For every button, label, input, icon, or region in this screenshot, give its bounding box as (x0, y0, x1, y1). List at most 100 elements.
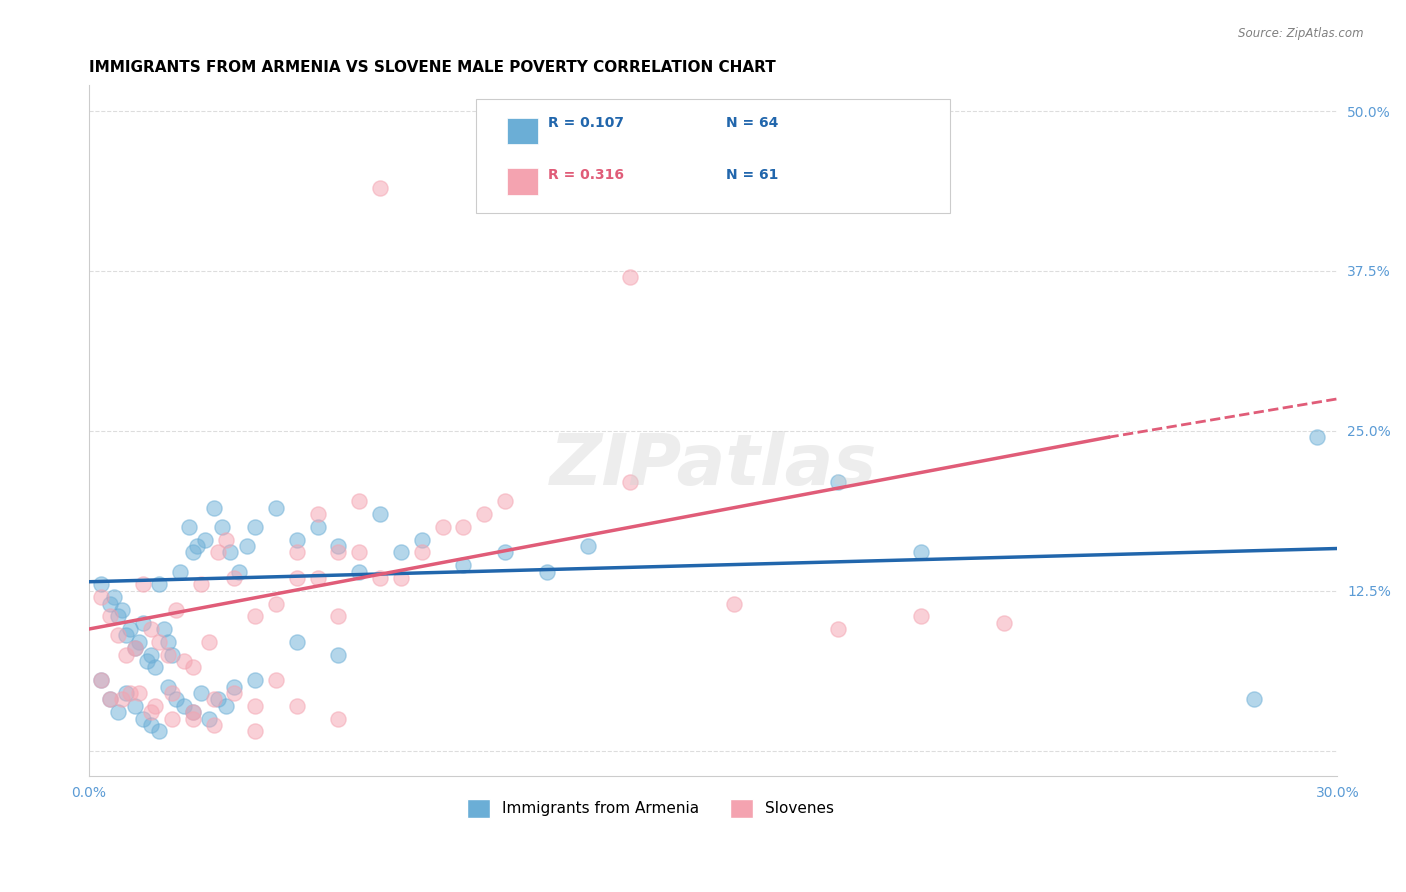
Point (215, 698, 238, 713)
Point (245, 673, 267, 688)
Point (165, 603, 187, 617)
Point (143, 660, 166, 674)
Point (411, 533, 433, 547)
Point (207, 692, 229, 706)
Point (1243, 692, 1265, 706)
Point (90, 577, 112, 591)
Point (124, 698, 146, 713)
Point (910, 609, 932, 624)
Text: N = 61: N = 61 (725, 168, 778, 182)
Point (141, 705, 163, 719)
Point (219, 545, 242, 559)
Point (198, 712, 221, 726)
Point (245, 698, 267, 713)
Point (993, 615, 1015, 630)
Point (141, 622, 163, 636)
Point (181, 712, 204, 726)
Point (349, 565, 371, 579)
Point (228, 565, 250, 579)
Point (98, 597, 121, 611)
Point (576, 539, 599, 553)
Point (90, 673, 112, 688)
Point (128, 635, 150, 649)
Point (115, 686, 138, 700)
Point (245, 609, 267, 624)
Point (389, 571, 412, 585)
Point (307, 571, 329, 585)
Point (111, 603, 134, 617)
Point (211, 520, 233, 534)
Point (411, 545, 433, 559)
Point (349, 494, 371, 508)
Point (132, 615, 155, 630)
Point (536, 565, 558, 579)
Point (494, 494, 516, 508)
Point (148, 635, 170, 649)
Point (236, 539, 259, 553)
Point (723, 597, 745, 611)
Point (285, 635, 308, 649)
Point (98, 609, 121, 624)
Point (494, 545, 516, 559)
Point (169, 565, 191, 579)
Point (307, 507, 329, 521)
Point (181, 705, 204, 719)
Point (115, 648, 138, 662)
Point (349, 545, 371, 559)
Point (264, 597, 287, 611)
Point (132, 712, 155, 726)
FancyBboxPatch shape (508, 169, 538, 194)
Point (128, 686, 150, 700)
Point (202, 718, 225, 732)
Point (177, 520, 200, 534)
Point (124, 641, 146, 656)
Point (1305, 430, 1327, 444)
Point (368, 507, 391, 521)
Point (368, 571, 391, 585)
Point (194, 533, 217, 547)
Point (472, 507, 495, 521)
Text: R = 0.316: R = 0.316 (548, 168, 624, 182)
Point (156, 680, 179, 694)
Point (264, 673, 287, 688)
Point (156, 635, 179, 649)
FancyBboxPatch shape (508, 118, 538, 145)
Point (619, 270, 641, 285)
Point (148, 577, 170, 591)
Point (432, 520, 454, 534)
Point (115, 628, 138, 642)
FancyBboxPatch shape (475, 99, 950, 213)
Point (160, 712, 183, 726)
Point (215, 533, 238, 547)
Point (181, 705, 204, 719)
Point (285, 571, 308, 585)
Point (107, 705, 129, 719)
Point (186, 539, 208, 553)
Text: IMMIGRANTS FROM ARMENIA VS SLOVENE MALE POVERTY CORRELATION CHART: IMMIGRANTS FROM ARMENIA VS SLOVENE MALE … (89, 60, 776, 75)
Point (619, 475, 641, 489)
Point (156, 648, 179, 662)
Point (207, 545, 229, 559)
Point (285, 533, 308, 547)
Point (165, 692, 187, 706)
Point (389, 545, 412, 559)
Point (173, 654, 195, 668)
Point (910, 129, 932, 144)
Point (910, 545, 932, 559)
Point (181, 545, 204, 559)
Point (368, 181, 391, 195)
Text: N = 64: N = 64 (725, 116, 778, 130)
Point (98, 692, 121, 706)
Point (173, 698, 195, 713)
Point (285, 698, 308, 713)
Point (328, 545, 350, 559)
Point (453, 558, 475, 573)
Point (107, 628, 129, 642)
Point (152, 622, 174, 636)
Point (148, 724, 170, 739)
Legend: Immigrants from Armenia, Slovenes: Immigrants from Armenia, Slovenes (461, 793, 841, 824)
Point (190, 686, 212, 700)
Point (90, 673, 112, 688)
Text: ZIPatlas: ZIPatlas (550, 431, 877, 500)
Text: Source: ZipAtlas.com: Source: ZipAtlas.com (1239, 27, 1364, 40)
